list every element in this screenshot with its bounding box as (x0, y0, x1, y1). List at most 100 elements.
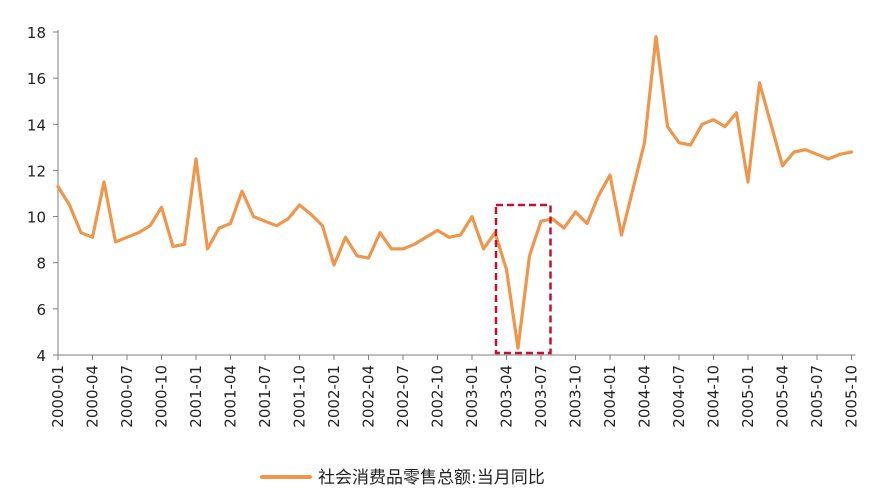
x-tick-label: 2001-07 (256, 365, 274, 428)
y-tick-label: 10 (27, 209, 46, 227)
data-point (792, 150, 796, 154)
data-point (459, 233, 462, 237)
data-point (309, 213, 313, 216)
data-point (827, 157, 830, 161)
data-point (735, 111, 738, 114)
x-axis: 2000-01 2000-04 2000-07 2000-10 2001-01 2001-… (49, 354, 861, 428)
x-tick-label: 2002-10 (429, 365, 447, 428)
series-group (56, 34, 854, 350)
y-tick-label: 16 (27, 70, 46, 88)
data-point (712, 118, 715, 121)
x-tick-label: 2000-07 (118, 365, 136, 428)
data-point (539, 219, 543, 223)
data-point (574, 210, 577, 214)
data-point (401, 247, 405, 251)
data-point (413, 243, 416, 246)
x-tick-label: 2001-04 (222, 365, 240, 428)
data-point (229, 222, 232, 225)
data-point (700, 123, 704, 126)
data-point (470, 215, 474, 218)
data-point (620, 233, 623, 237)
series-line (56, 34, 854, 350)
x-tick-label: 2004-04 (636, 365, 654, 428)
data-point (815, 153, 819, 156)
x-tick-label: 2001-10 (291, 365, 309, 428)
x-tick-label: 2005-04 (774, 365, 792, 428)
data-point (608, 173, 612, 177)
data-point (240, 189, 244, 193)
data-point (505, 268, 508, 271)
data-point (137, 231, 140, 234)
x-tick-label: 2003-10 (567, 365, 585, 428)
data-point (769, 123, 773, 126)
data-point (528, 254, 531, 257)
x-tick-label: 2002-04 (360, 365, 378, 428)
data-point (79, 231, 83, 234)
data-point (850, 150, 853, 154)
data-point (482, 247, 485, 251)
data-point (666, 125, 669, 128)
data-point (125, 236, 129, 239)
data-point (746, 180, 750, 184)
legend-label: 社会消费品零售总额:当月同比 (318, 468, 545, 488)
data-point (263, 219, 267, 223)
data-point (447, 236, 451, 239)
data-point (424, 236, 428, 239)
x-tick-label: 2000-04 (84, 365, 102, 428)
data-point (298, 203, 301, 207)
x-tick-label: 2002-01 (325, 365, 343, 428)
data-point (217, 226, 221, 230)
x-tick-label: 2005-01 (739, 365, 757, 428)
data-point (114, 240, 117, 244)
y-axis: 4 6 8 10 12 14 16 18 (27, 24, 59, 365)
data-point (275, 224, 278, 227)
data-point (677, 141, 681, 144)
data-point (56, 185, 60, 188)
legend: 社会消费品零售总额:当月同比 (260, 468, 545, 488)
data-point (551, 217, 554, 221)
x-tick-label: 2000-10 (153, 365, 171, 428)
data-point (367, 256, 370, 260)
data-point (160, 206, 163, 209)
data-point (321, 224, 324, 227)
data-point (102, 180, 106, 184)
x-tick-label: 2001-01 (187, 365, 205, 428)
data-point (206, 247, 209, 251)
data-point (516, 346, 520, 350)
data-point (148, 224, 152, 227)
data-point (585, 222, 589, 225)
data-point (390, 247, 393, 251)
data-point (252, 215, 255, 218)
x-tick-label: 2004-07 (670, 365, 688, 428)
data-point (183, 243, 186, 246)
highlight-box (494, 203, 552, 355)
data-point (689, 143, 692, 147)
x-tick-label: 2000-01 (49, 365, 67, 428)
x-tick-label: 2004-10 (705, 365, 723, 428)
y-tick-label: 14 (27, 116, 46, 134)
data-point (758, 81, 761, 84)
annotation-group (494, 203, 552, 355)
y-tick-label: 12 (27, 162, 46, 180)
data-point (194, 157, 198, 161)
x-tick-label: 2002-07 (394, 365, 412, 428)
data-point (838, 153, 842, 156)
data-point (631, 187, 635, 191)
data-point (562, 226, 566, 230)
data-point (723, 125, 727, 128)
y-tick-label: 8 (36, 255, 46, 273)
x-tick-label: 2005-07 (808, 365, 826, 428)
data-point (91, 236, 94, 239)
y-tick-label: 18 (27, 24, 46, 42)
data-point (436, 229, 439, 232)
data-point (804, 148, 807, 151)
data-point (781, 164, 784, 168)
data-point (378, 231, 382, 234)
data-point (286, 217, 290, 221)
x-tick-label: 2004-01 (601, 365, 619, 428)
x-tick-label: 2003-04 (498, 365, 516, 428)
x-tick-label: 2003-07 (532, 365, 550, 428)
data-point (355, 254, 359, 257)
y-tick-label: 4 (36, 347, 46, 365)
